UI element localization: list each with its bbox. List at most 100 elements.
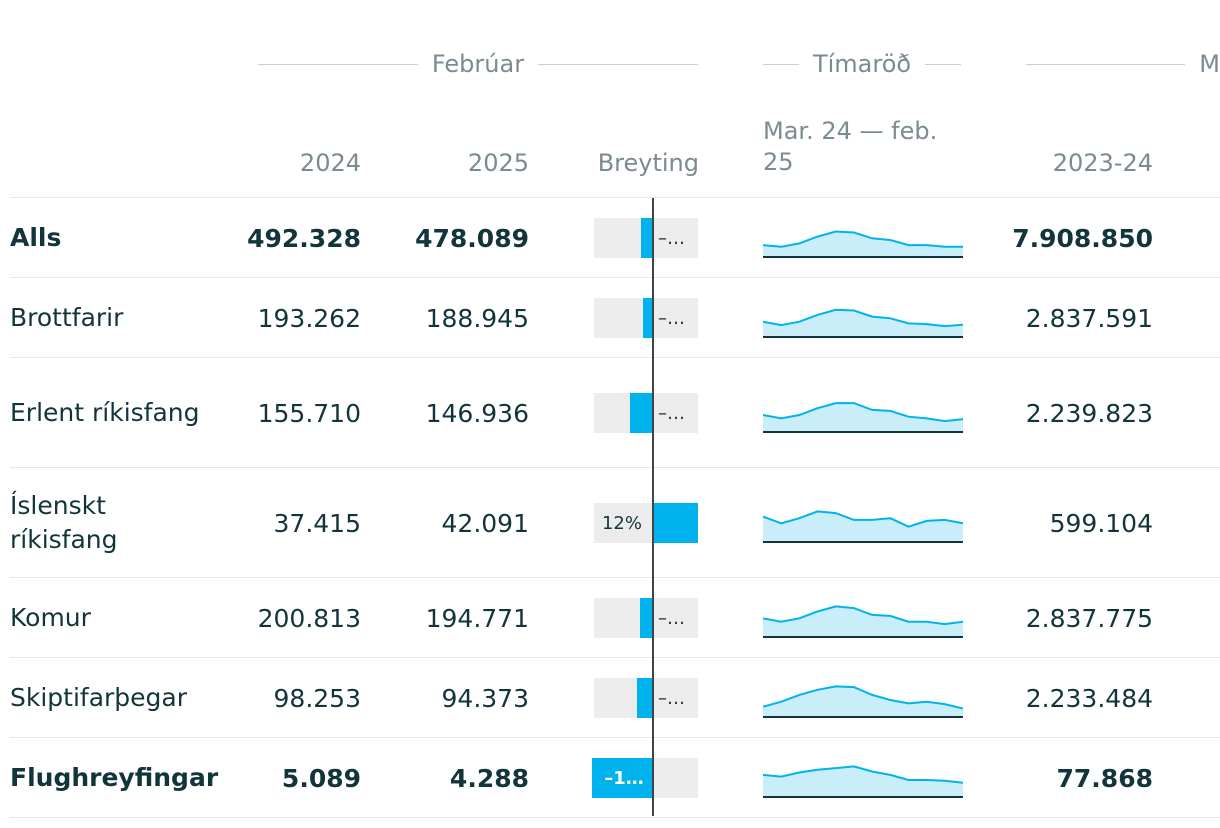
row-label: Flughreyfingar xyxy=(10,763,219,792)
change-cell: –… xyxy=(594,198,698,278)
group-label-moving: M xyxy=(1199,50,1220,78)
row-divider xyxy=(10,657,1220,658)
value-2024: 98.253 xyxy=(273,683,361,713)
value-2023-24: 599.104 xyxy=(1049,508,1153,538)
change-cell: –… xyxy=(594,278,698,358)
row-label: Komur xyxy=(10,603,91,632)
value-2023-24: 2.837.775 xyxy=(1025,603,1153,633)
value-2024: 200.813 xyxy=(257,603,361,633)
change-label: –… xyxy=(658,307,685,329)
table-row: Alls 492.328 478.089 –… 7.908.850 xyxy=(0,198,1220,278)
change-label: –1… xyxy=(604,767,644,789)
column-header-2023-24: 2023-24 xyxy=(1052,149,1153,177)
row-label: Skiptifarþegar xyxy=(10,683,188,712)
value-2023-24: 77.868 xyxy=(1056,763,1153,793)
value-2025: 188.945 xyxy=(425,303,529,333)
change-bar-track: –… xyxy=(594,393,698,433)
value-2023-24: 2.837.591 xyxy=(1025,303,1153,333)
group-header-moving: M xyxy=(1026,48,1220,80)
row-label: Alls xyxy=(10,223,62,252)
change-bar xyxy=(636,678,652,718)
sparkline xyxy=(763,685,963,718)
sparkline-area xyxy=(763,231,963,257)
change-bar-track: –… xyxy=(594,298,698,338)
value-2025: 478.089 xyxy=(415,223,529,253)
change-bar xyxy=(630,393,652,433)
row-divider xyxy=(10,737,1220,738)
change-cell: –… xyxy=(594,358,698,468)
value-2025: 94.373 xyxy=(441,683,529,713)
change-label: –… xyxy=(658,687,685,709)
divider xyxy=(925,63,961,65)
change-bar-track: –… xyxy=(594,598,698,638)
change-cell: –… xyxy=(594,658,698,738)
value-2023-24: 2.233.484 xyxy=(1025,683,1153,713)
sparkline-line xyxy=(763,685,963,710)
sparkline-line xyxy=(763,765,963,784)
change-bar-track: –… xyxy=(594,678,698,718)
value-2025: 194.771 xyxy=(425,603,529,633)
change-cell: –1… xyxy=(592,738,698,818)
value-2023-24: 7.908.850 xyxy=(1012,223,1153,253)
change-bar xyxy=(640,598,652,638)
sparkline-area xyxy=(763,686,963,717)
sparkline-cell xyxy=(763,658,963,738)
row-label: Íslenskt ríkisfang xyxy=(10,491,118,554)
sparkline-line xyxy=(763,308,963,328)
sparkline-line xyxy=(763,510,963,528)
column-header-period: Mar. 24 — feb. 25 xyxy=(763,117,938,176)
table-row: Skiptifarþegar 98.253 94.373 –… 2.233.484 xyxy=(0,658,1220,738)
sparkline xyxy=(763,230,963,258)
change-bar xyxy=(592,758,652,798)
change-label: –… xyxy=(658,607,685,629)
change-label: –… xyxy=(658,402,685,424)
row-divider xyxy=(10,577,1220,578)
group-label-timarod: Tímaröð xyxy=(812,50,912,78)
change-bar-track: –1… xyxy=(592,758,698,798)
row-divider xyxy=(10,817,1220,818)
value-2024: 5.089 xyxy=(281,763,361,793)
change-bar xyxy=(643,298,652,338)
header-divider xyxy=(10,197,1220,198)
group-header-februar: Febrúar xyxy=(258,48,698,80)
column-header-breyting: Breyting xyxy=(597,149,699,177)
value-2024: 193.262 xyxy=(257,303,361,333)
change-bar-track: –… xyxy=(594,218,698,258)
row-label: Erlent ríkisfang xyxy=(10,398,200,427)
divider xyxy=(258,63,418,65)
sparkline-cell xyxy=(763,358,963,468)
table-row: Íslenskt ríkisfang 37.415 42.091 12% 599.104 xyxy=(0,468,1220,578)
column-header-2025: 2025 xyxy=(467,149,529,177)
divider xyxy=(538,63,698,65)
table-row: Erlent ríkisfang 155.710 146.936 –… 2.239.82… xyxy=(0,358,1220,468)
value-2024: 155.710 xyxy=(257,398,361,428)
sparkline xyxy=(763,402,963,433)
sparkline-cell xyxy=(763,198,963,278)
sparkline-line xyxy=(763,230,963,248)
zero-line xyxy=(652,198,654,816)
value-2023-24: 2.239.823 xyxy=(1025,398,1153,428)
sparkline-area xyxy=(763,766,963,797)
sparkline xyxy=(763,765,963,798)
sparkline-cell xyxy=(763,278,963,358)
sparkline-line xyxy=(763,402,963,423)
sparkline-cell xyxy=(763,468,963,578)
sparkline-cell xyxy=(763,738,963,818)
divider xyxy=(1026,63,1186,65)
sparkline xyxy=(763,605,963,638)
value-2025: 42.091 xyxy=(441,508,529,538)
sparkline-cell xyxy=(763,578,963,658)
row-divider xyxy=(10,467,1220,468)
value-2025: 146.936 xyxy=(425,398,529,428)
column-header-2024: 2024 xyxy=(299,149,361,177)
group-header-timarod: Tímaröð xyxy=(763,48,961,80)
change-label: –… xyxy=(658,227,685,249)
value-2025: 4.288 xyxy=(449,763,529,793)
table-row: Flughreyfingar 5.089 4.288 –1… 77.868 xyxy=(0,738,1220,818)
row-label: Brottfarir xyxy=(10,303,124,332)
divider xyxy=(763,63,799,65)
change-cell: –… xyxy=(594,578,698,658)
row-divider xyxy=(10,357,1220,358)
value-2024: 492.328 xyxy=(247,223,361,253)
sparkline-line xyxy=(763,605,963,626)
